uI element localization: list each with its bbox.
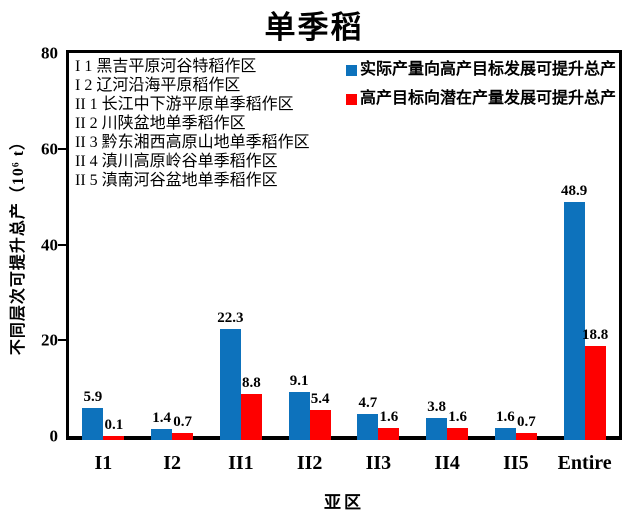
bar-II4-red: [447, 428, 469, 440]
bar-II2-red: [309, 410, 331, 440]
x-tick-label-II2: II2: [296, 452, 323, 474]
value-label: 5.9: [83, 388, 103, 405]
x-tick-label-II5: II5: [503, 452, 529, 474]
y-tick-label: 0: [49, 426, 59, 446]
value-label: 22.3: [217, 310, 244, 327]
value-label: 0.7: [173, 413, 192, 430]
region-legend: I 1 黑吉平原河谷特稻作区 I 2 辽河沿海平原稻作区 II 1 长江中下游平原单…: [75, 57, 310, 190]
chart-title: 单季稻: [264, 10, 364, 45]
bar-I1-red: [103, 435, 125, 440]
x-tick-label-Entire: Entire: [557, 452, 612, 474]
series-legend-item-blue: 实际产量向高产目标发展可提升总产: [345, 61, 616, 78]
value-label: 1.4: [152, 410, 171, 427]
y-tick-mark: [58, 339, 66, 342]
y-tick-label: 80: [41, 43, 58, 63]
value-label: 0.7: [517, 413, 536, 430]
region-legend-item: I 1 黑吉平原河谷特稻作区: [75, 58, 257, 75]
series-legend-item-red: 高产目标向潜在产量发展可提升总产: [345, 90, 616, 107]
y-tick-label: 40: [41, 235, 58, 254]
region-legend-item: II 2 川陕盆地单季稻作区: [75, 115, 246, 132]
value-label: 1.6: [496, 409, 515, 426]
series-legend-label: 实际产量向高产目标发展可提升总产: [359, 61, 616, 78]
bar-I2-red: [172, 432, 194, 440]
y-tick-mark: [58, 147, 66, 150]
bar-I2-blue: [151, 429, 173, 440]
bar-II1-red: [240, 393, 262, 440]
bar-I1-blue: [82, 407, 104, 440]
region-legend-item: II 1 长江中下游平原单季稻作区: [75, 96, 294, 113]
x-tick-label-II3: II3: [365, 452, 392, 474]
value-label: 1.6: [448, 409, 467, 426]
x-tick-label-I1: I1: [94, 452, 113, 474]
bar-II3-blue: [357, 413, 379, 440]
series-legend-label: 高产目标向潜在产量发展可提升总产: [359, 90, 616, 107]
region-legend-item: II 5 滇南河谷盆地单季稻作区: [75, 172, 278, 189]
bar-II4-blue: [426, 417, 448, 440]
bar-Entire-red: [584, 346, 606, 440]
value-label: 5.4: [310, 391, 330, 408]
region-legend-item: I 2 辽河沿海平原稻作区: [75, 77, 241, 94]
bar-II3-red: [378, 428, 400, 440]
x-tick-label-II1: II1: [228, 452, 254, 474]
region-legend-item: II 4 滇川高原岭谷单季稻作区: [75, 153, 278, 170]
y-tick-label: 20: [41, 330, 58, 350]
bar-II5-red: [515, 432, 537, 440]
bar-II5-blue: [494, 428, 516, 440]
value-label: 4.7: [358, 394, 378, 411]
value-label: 1.6: [379, 409, 399, 426]
x-axis-title: 亚区: [324, 493, 364, 512]
value-label: 3.8: [427, 398, 446, 415]
bar-II1-blue: [219, 329, 241, 440]
value-label: 8.8: [242, 374, 261, 391]
value-label: 48.9: [561, 182, 588, 199]
x-tick-label-II4: II4: [434, 452, 460, 474]
value-label: 9.1: [289, 373, 309, 390]
region-legend-item: II 3 黔东湘西高原山地单季稻作区: [75, 134, 310, 151]
red-square-icon: [345, 93, 357, 105]
plot-area: I 1 黑吉平原河谷特稻作区 I 2 辽河沿海平原稻作区 II 1 长江中下游平原单…: [66, 50, 622, 440]
value-label: 18.8: [582, 327, 609, 343]
bar-Entire-blue: [563, 201, 585, 440]
value-label: 0.1: [104, 416, 124, 433]
bar-II2-blue: [288, 392, 310, 440]
series-legend: 实际产量向高产目标发展可提升总产 高产目标向潜在产量发展可提升总产: [345, 61, 616, 120]
y-tick-mark: [58, 243, 66, 246]
blue-square-icon: [345, 64, 357, 76]
x-tick-label-I2: I2: [163, 452, 182, 474]
y-tick-label: 60: [41, 139, 58, 159]
